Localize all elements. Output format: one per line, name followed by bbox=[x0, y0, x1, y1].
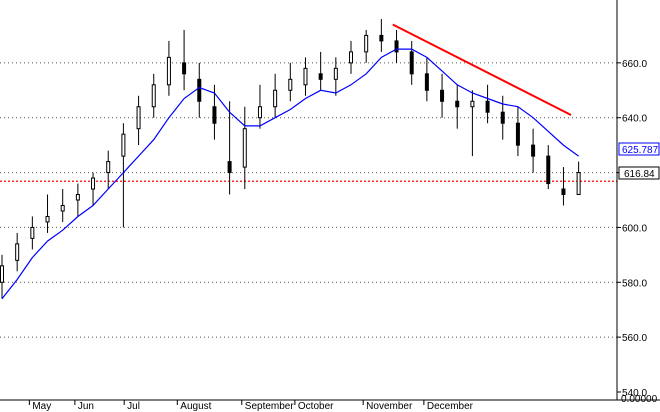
last-close-tag-label: 616.84 bbox=[624, 169, 655, 180]
y-tick-label: 540.0 bbox=[622, 388, 647, 399]
x-tick-label: December bbox=[427, 401, 474, 412]
trendline bbox=[392, 23, 572, 116]
price-tags: 625.787 616.84 0.00000 bbox=[618, 142, 660, 405]
x-tick-label: Jul bbox=[127, 401, 140, 412]
candle-body bbox=[212, 106, 217, 124]
candle-body bbox=[227, 161, 232, 174]
candle-body bbox=[91, 177, 96, 190]
candle-body bbox=[273, 89, 278, 108]
y-tick-label: 560.0 bbox=[622, 333, 647, 344]
candle-body bbox=[257, 106, 262, 119]
x-tick-label: May bbox=[32, 401, 51, 412]
candle-body bbox=[166, 56, 171, 86]
candle-body bbox=[60, 204, 65, 212]
candle-body bbox=[470, 100, 475, 108]
axes bbox=[0, 0, 660, 401]
candle-body bbox=[409, 51, 414, 75]
candle-body bbox=[379, 34, 384, 42]
candle-body bbox=[364, 34, 369, 53]
x-tick-label: Jun bbox=[78, 401, 94, 412]
candle-body bbox=[424, 73, 429, 91]
candle-body bbox=[30, 226, 35, 239]
moving-average-line bbox=[1, 48, 579, 300]
candle-body bbox=[349, 51, 354, 64]
y-tick-label: 600.0 bbox=[622, 223, 647, 234]
x-tick-label: November bbox=[366, 401, 413, 412]
candle-body bbox=[288, 78, 293, 91]
candle-body bbox=[182, 62, 187, 75]
y-tick-label: 580.0 bbox=[622, 278, 647, 289]
candle-body bbox=[197, 78, 202, 102]
candle-body bbox=[151, 84, 156, 108]
x-tick-labels: May Jun Jul August September October November D… bbox=[28, 400, 474, 412]
gridlines bbox=[0, 62, 617, 338]
candle-body bbox=[500, 111, 505, 124]
candle-body bbox=[561, 188, 566, 196]
candle-body bbox=[515, 122, 520, 146]
x-tick-label: August bbox=[180, 401, 211, 412]
candle-body bbox=[45, 215, 50, 223]
candle-body bbox=[318, 73, 323, 80]
candle-body bbox=[303, 67, 308, 86]
candle-body bbox=[242, 128, 247, 168]
candle-body bbox=[394, 40, 399, 53]
candle-body bbox=[440, 89, 445, 102]
x-tick-label: September bbox=[245, 401, 295, 412]
y-tick-label: 660.0 bbox=[622, 59, 647, 70]
candle-body bbox=[75, 194, 80, 201]
y-tick-label: 640.0 bbox=[622, 114, 647, 125]
last-close-tag-box bbox=[618, 166, 660, 180]
candle-body bbox=[455, 100, 460, 108]
candle-body bbox=[576, 172, 581, 196]
y-bottom-label: 0.00000 bbox=[621, 394, 658, 405]
candle-body bbox=[121, 133, 126, 157]
trendline-layer bbox=[392, 23, 572, 116]
candle-body bbox=[106, 161, 111, 174]
candle-body bbox=[0, 265, 4, 283]
candle-body bbox=[136, 106, 141, 130]
moving-average-tag-box bbox=[618, 142, 660, 156]
candle-body bbox=[531, 144, 536, 157]
moving-average-tag-label: 625.787 bbox=[622, 145, 659, 156]
x-tick-label: October bbox=[298, 401, 334, 412]
candle-body bbox=[15, 243, 20, 261]
moving-average-layer bbox=[1, 48, 579, 300]
candle-body bbox=[333, 67, 338, 80]
candle-body bbox=[485, 100, 490, 113]
candle-body bbox=[546, 155, 551, 185]
candles bbox=[0, 18, 581, 299]
